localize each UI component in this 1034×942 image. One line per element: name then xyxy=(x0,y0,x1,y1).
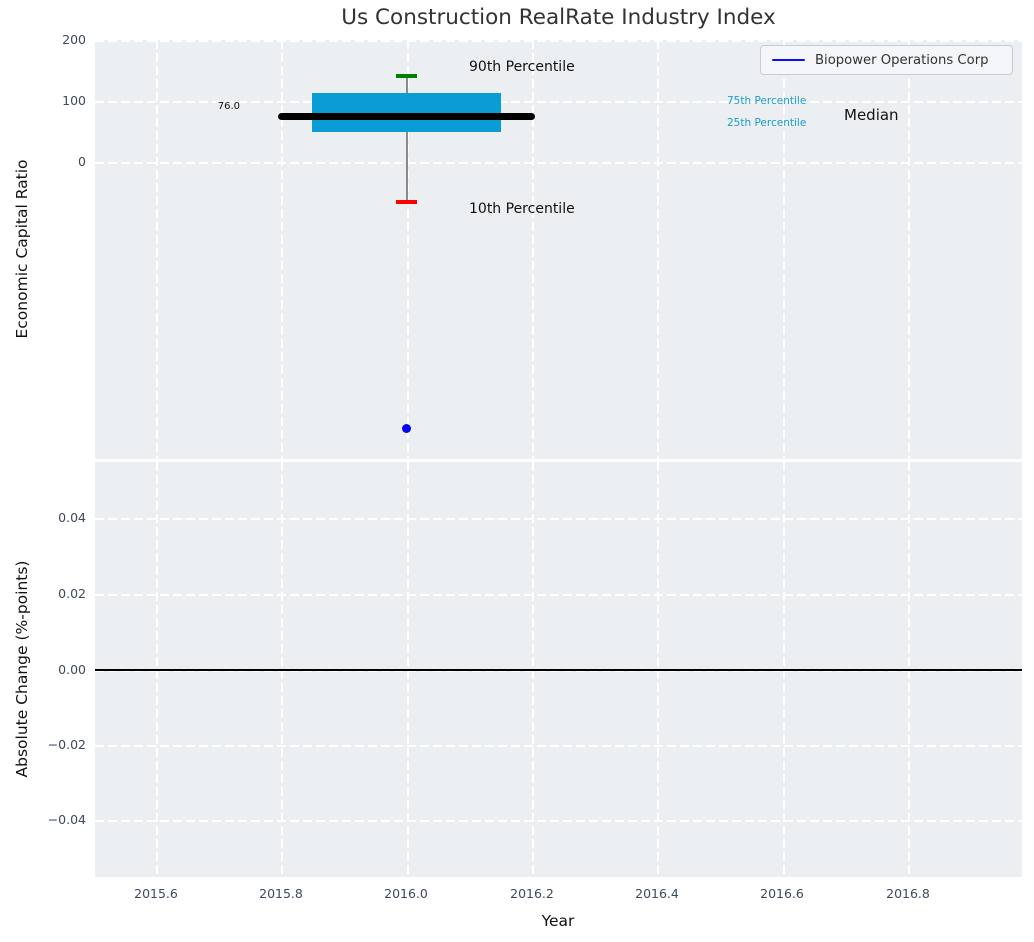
y-tick: −0.02 xyxy=(47,737,86,752)
grid-line-x xyxy=(156,40,158,459)
y-tick: 0.04 xyxy=(58,510,86,525)
chart-title: Us Construction RealRate Industry Index xyxy=(341,5,776,30)
grid-line-x xyxy=(532,40,534,459)
percentile-box xyxy=(312,93,501,132)
grid-line-x xyxy=(908,40,910,459)
grid-line-x xyxy=(783,40,785,459)
grid-line-y xyxy=(95,40,1022,42)
grid-line-y xyxy=(95,594,1022,596)
top-y-axis-label: Economic Capital Ratio xyxy=(13,159,31,339)
grid-line-y xyxy=(95,820,1022,822)
legend-label: Biopower Operations Corp xyxy=(815,52,989,68)
x-tick: 2016.8 xyxy=(886,886,930,901)
grid-line-y xyxy=(95,101,1022,103)
y-tick: 0.02 xyxy=(58,586,86,601)
p90-label: 90th Percentile xyxy=(469,59,575,75)
x-tick: 2015.6 xyxy=(134,886,178,901)
p10-label: 10th Percentile xyxy=(469,201,575,217)
top-axes: 90th Percentile 10th Percentile 75th Per… xyxy=(95,40,1022,459)
zero-line xyxy=(95,669,1022,671)
grid-line-x xyxy=(407,40,409,459)
bottom-y-axis-label: Absolute Change (%-points) xyxy=(13,560,31,778)
grid-line-x xyxy=(281,40,283,459)
x-tick: 2016.4 xyxy=(635,886,679,901)
legend: Biopower Operations Corp xyxy=(760,45,1013,75)
grid-line-x xyxy=(657,40,659,459)
grid-line-y xyxy=(95,745,1022,747)
y-tick: 0.00 xyxy=(58,662,86,677)
whisker-line xyxy=(406,76,408,202)
x-tick: 2015.8 xyxy=(259,886,303,901)
p25-label: 25th Percentile xyxy=(727,117,807,129)
p75-label: 75th Percentile xyxy=(727,95,807,107)
p10-cap xyxy=(396,200,417,204)
y-tick: 0 xyxy=(78,154,86,169)
median-line xyxy=(278,113,535,120)
y-tick: 200 xyxy=(62,32,86,47)
x-tick: 2016.6 xyxy=(760,886,804,901)
median-value-label: 76.0 xyxy=(217,101,240,112)
x-axis-label: Year xyxy=(541,912,575,930)
x-tick: 2016.0 xyxy=(384,886,428,901)
y-tick: 100 xyxy=(62,93,86,108)
grid-line-y xyxy=(95,162,1022,164)
bottom-axes xyxy=(95,462,1022,877)
grid-line-y xyxy=(95,518,1022,520)
p90-cap xyxy=(396,74,417,78)
median-label: Median xyxy=(844,106,899,124)
company-point xyxy=(402,424,411,433)
y-tick: −0.04 xyxy=(47,812,86,827)
x-tick: 2016.2 xyxy=(510,886,554,901)
legend-line-sample-icon xyxy=(772,58,805,62)
